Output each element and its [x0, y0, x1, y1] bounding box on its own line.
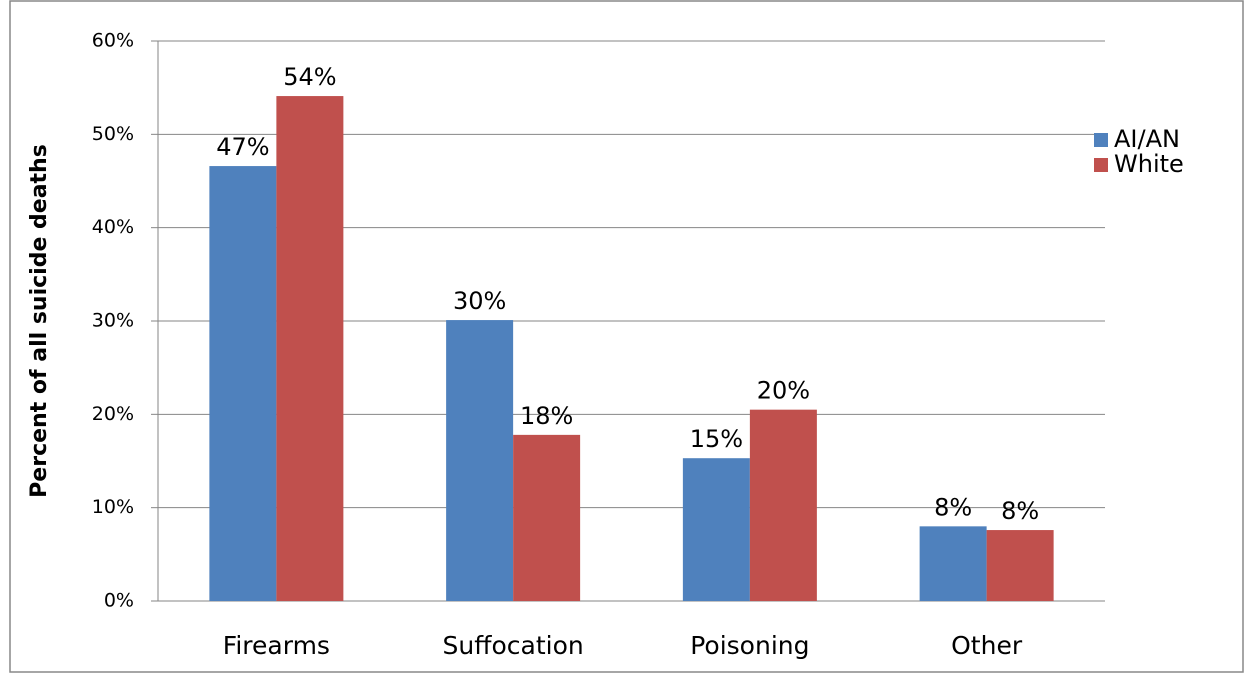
bar	[209, 166, 277, 602]
bar	[513, 434, 581, 601]
y-tick-label: 40%	[92, 216, 134, 238]
value-label: 47%	[216, 133, 269, 161]
y-tick-label: 30%	[92, 310, 134, 332]
y-tick-label: 10%	[92, 496, 134, 518]
legend-label: White	[1114, 150, 1184, 178]
value-label: 15%	[690, 425, 743, 453]
y-tick-label: 60%	[92, 30, 134, 52]
value-label: 8%	[1001, 497, 1039, 525]
bar	[446, 320, 514, 601]
value-label: 30%	[453, 287, 506, 315]
bar	[919, 526, 987, 601]
x-tick-label: Suffocation	[443, 631, 584, 660]
y-tick-label: 20%	[92, 403, 134, 425]
value-label: 8%	[934, 493, 972, 521]
value-label: 20%	[757, 377, 810, 405]
x-tick-label: Poisoning	[690, 631, 809, 660]
bar	[276, 96, 344, 602]
bar	[986, 530, 1054, 601]
legend-swatch	[1094, 133, 1108, 147]
y-tick-label: 0%	[104, 590, 134, 612]
bar	[749, 409, 817, 601]
bar	[682, 458, 750, 601]
y-axis-title: Percent of all suicide deaths	[27, 144, 52, 498]
x-tick-label: Firearms	[223, 631, 330, 660]
chart-border	[9, 0, 1244, 673]
x-tick-label: Other	[951, 631, 1023, 660]
value-label: 54%	[283, 63, 336, 91]
value-label: 18%	[520, 402, 573, 430]
legend-label: AI/AN	[1114, 125, 1180, 153]
y-tick-label: 50%	[92, 123, 134, 145]
legend-swatch	[1094, 158, 1108, 172]
